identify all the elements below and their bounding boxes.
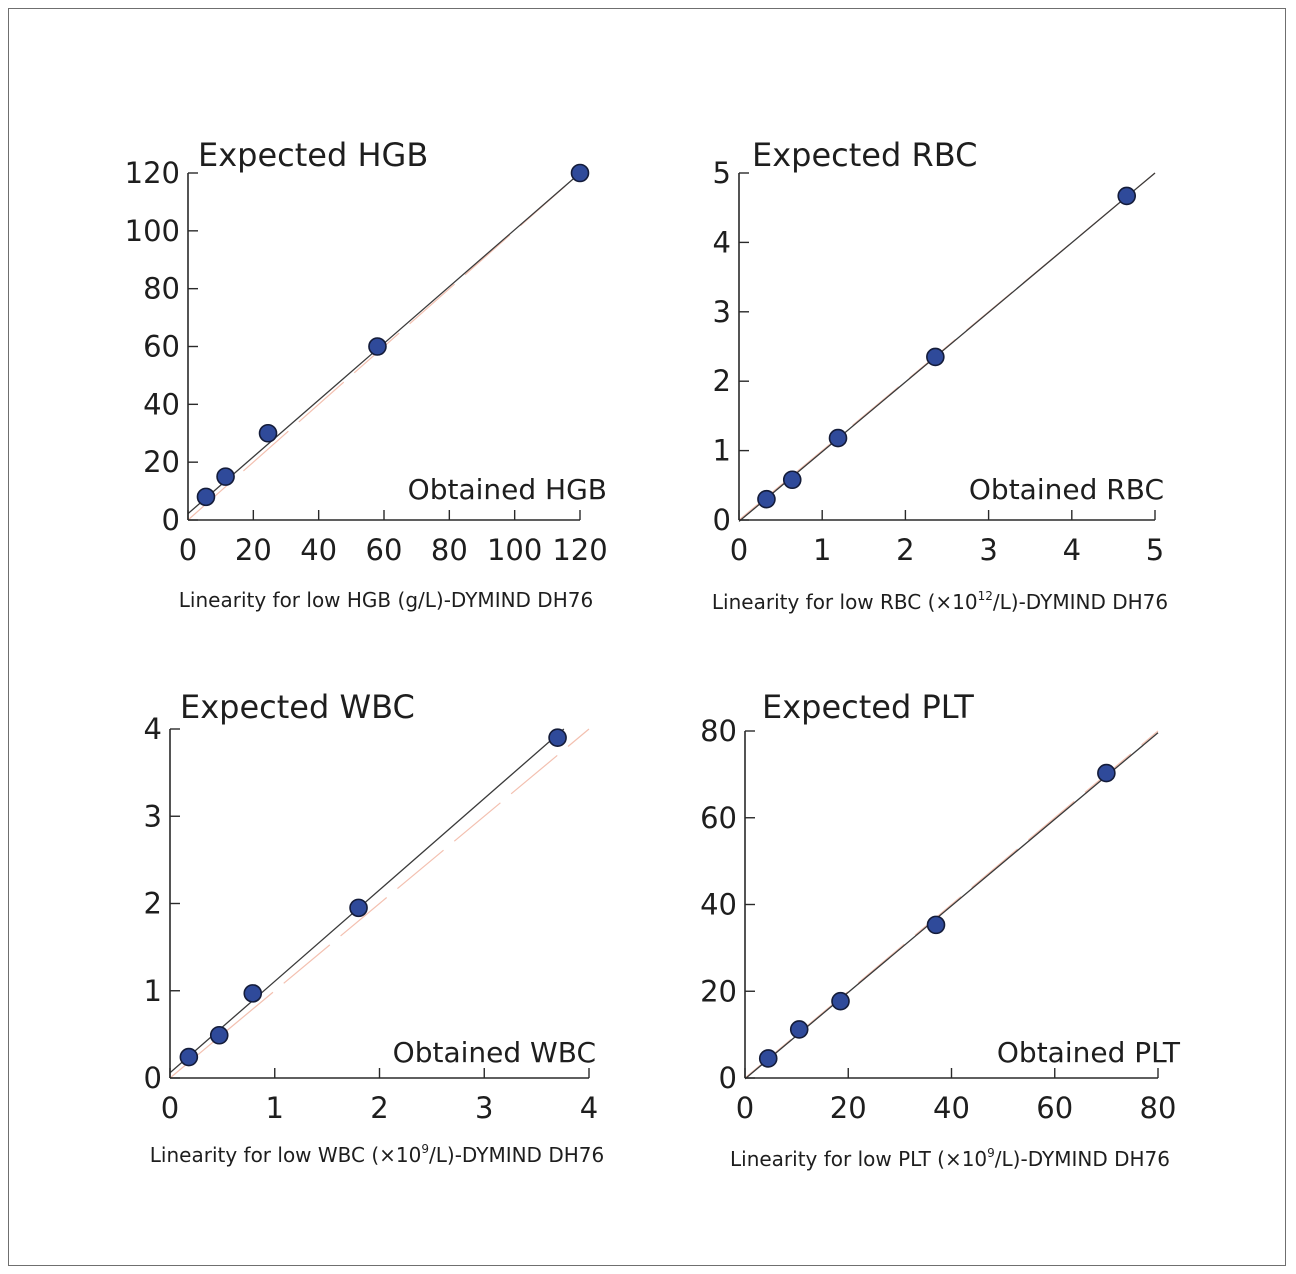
data-point-hgb [196, 487, 216, 507]
x-axis-title-hgb: Obtained HGB [408, 473, 607, 506]
x-axis-title-rbc: Obtained RBC [969, 473, 1164, 506]
y-tick-label-rbc: 2 [713, 364, 731, 398]
x-tick-label-wbc: 0 [161, 1091, 179, 1125]
plot-area-hgb: 0 20 40 60 80 100 120 0 20 40 60 80 100 120 [125, 156, 608, 567]
plot-area-rbc: 0 1 2 3 4 5 0 1 2 3 4 5 [713, 156, 1165, 567]
caption-wbc: Linearity for low WBC (×109/L)-DYMIND DH… [150, 1142, 604, 1167]
data-point-plt [789, 1020, 809, 1039]
y-tick-label-hgb: 40 [143, 387, 180, 421]
x-tick-label-hgb: 80 [431, 533, 468, 567]
data-point-rbc [1117, 186, 1137, 206]
data-point-rbc [828, 428, 848, 448]
data-point-rbc [782, 470, 802, 490]
y-tick-label-rbc: 3 [713, 295, 731, 329]
x-axis-title-plt: Obtained PLT [997, 1036, 1181, 1069]
x-tick-label-wbc: 1 [266, 1091, 284, 1125]
data-point-hgb [216, 467, 235, 486]
y-tick-label-wbc: 1 [144, 974, 162, 1008]
y-tick-label-rbc: 1 [713, 434, 731, 468]
y-axis-title-hgb: Expected HGB [198, 136, 428, 174]
reference-line-wbc [169, 728, 590, 1079]
x-tick-label-rbc: 1 [813, 533, 831, 567]
data-point-wbc [179, 1047, 199, 1067]
y-tick-label-wbc: 4 [144, 712, 162, 746]
x-tick-label-hgb: 40 [300, 533, 337, 567]
x-tick-label-hgb: 20 [235, 533, 272, 567]
fit-line-wbc [169, 728, 565, 1074]
x-tick-label-wbc: 3 [475, 1091, 493, 1125]
panel-hgb: 0 20 40 60 80 100 120 0 20 40 60 80 100 120 Expected … [125, 136, 608, 612]
x-tick-label-plt: 0 [736, 1091, 754, 1125]
y-axis-title-wbc: Expected WBC [180, 688, 415, 726]
plot-area-plt: 0 20 40 60 80 0 20 40 60 80 [700, 714, 1176, 1125]
y-tick-label-hgb: 100 [125, 214, 180, 248]
x-tick-label-plt: 20 [830, 1091, 867, 1125]
y-tick-label-plt: 40 [700, 888, 737, 922]
y-tick-label-hgb: 20 [143, 445, 180, 479]
x-axis-title-wbc: Obtained WBC [393, 1036, 596, 1069]
y-tick-label-rbc: 0 [713, 503, 731, 537]
data-point-plt [1097, 763, 1116, 783]
data-point-wbc [243, 984, 263, 1003]
x-tick-label-rbc: 4 [1063, 533, 1081, 567]
panel-wbc: 0 1 2 3 4 0 1 2 3 4 Expected WBC Obtained WBC Lin… [144, 688, 605, 1167]
y-tick-label-rbc: 4 [713, 225, 731, 259]
x-tick-label-hgb: 120 [552, 533, 607, 567]
y-tick-label-hgb: 80 [143, 272, 180, 306]
y-axis-title-rbc: Expected RBC [752, 136, 977, 174]
x-tick-label-hgb: 60 [366, 533, 403, 567]
x-tick-label-hgb: 100 [487, 533, 542, 567]
y-tick-label-wbc: 0 [144, 1061, 162, 1095]
y-tick-label-wbc: 2 [144, 887, 162, 921]
y-tick-label-rbc: 5 [713, 156, 731, 190]
x-tick-label-wbc: 4 [580, 1091, 598, 1125]
x-tick-label-rbc: 5 [1146, 533, 1164, 567]
data-point-wbc [349, 898, 368, 918]
figure-frame [8, 8, 1286, 1266]
y-tick-label-hgb: 60 [143, 330, 180, 364]
y-tick-label-hgb: 120 [125, 156, 180, 190]
y-tick-label-plt: 60 [700, 801, 737, 835]
caption-plt: Linearity for low PLT (×109/L)-DYMIND DH… [730, 1146, 1170, 1171]
data-point-hgb [570, 163, 590, 183]
y-tick-label-wbc: 3 [144, 799, 162, 833]
caption-rbc: Linearity for low RBC (×1012/L)-DYMIND D… [712, 589, 1168, 614]
data-point-plt [758, 1049, 778, 1068]
caption-hgb: Linearity for low HGB (g/L)-DYMIND DH76 [179, 588, 593, 612]
x-tick-label-rbc: 3 [979, 533, 997, 567]
y-tick-label-plt: 80 [700, 714, 737, 748]
y-tick-label-plt: 20 [700, 974, 737, 1008]
data-point-plt [926, 915, 946, 935]
data-point-plt [831, 991, 850, 1011]
y-tick-label-plt: 0 [719, 1061, 737, 1095]
x-tick-label-plt: 60 [1036, 1091, 1073, 1125]
data-point-rbc [757, 489, 776, 509]
fit-line-plt [744, 732, 1159, 1080]
panel-plt: 0 20 40 60 80 0 20 40 60 80 Expected PLT Obtained… [700, 688, 1181, 1171]
x-tick-label-rbc: 2 [896, 533, 914, 567]
plot-area-wbc: 0 1 2 3 4 0 1 2 3 4 [144, 712, 599, 1125]
x-tick-label-rbc: 0 [730, 533, 748, 567]
data-point-hgb [368, 337, 387, 356]
fit-line-rbc [738, 172, 1156, 522]
data-point-wbc [548, 728, 567, 748]
panel-rbc: 0 1 2 3 4 5 0 1 2 3 4 5 Expected RBC Obtained RBC L… [712, 136, 1168, 614]
x-tick-label-wbc: 2 [370, 1091, 388, 1125]
y-tick-label-hgb: 0 [162, 503, 180, 537]
reference-line-plt [744, 730, 1159, 1079]
data-point-rbc [926, 347, 945, 367]
data-point-hgb [258, 423, 278, 443]
x-tick-label-hgb: 0 [179, 533, 197, 567]
data-point-wbc [209, 1025, 229, 1045]
y-axis-title-plt: Expected PLT [762, 688, 974, 726]
x-tick-label-plt: 80 [1140, 1091, 1177, 1125]
x-tick-label-plt: 40 [933, 1091, 970, 1125]
